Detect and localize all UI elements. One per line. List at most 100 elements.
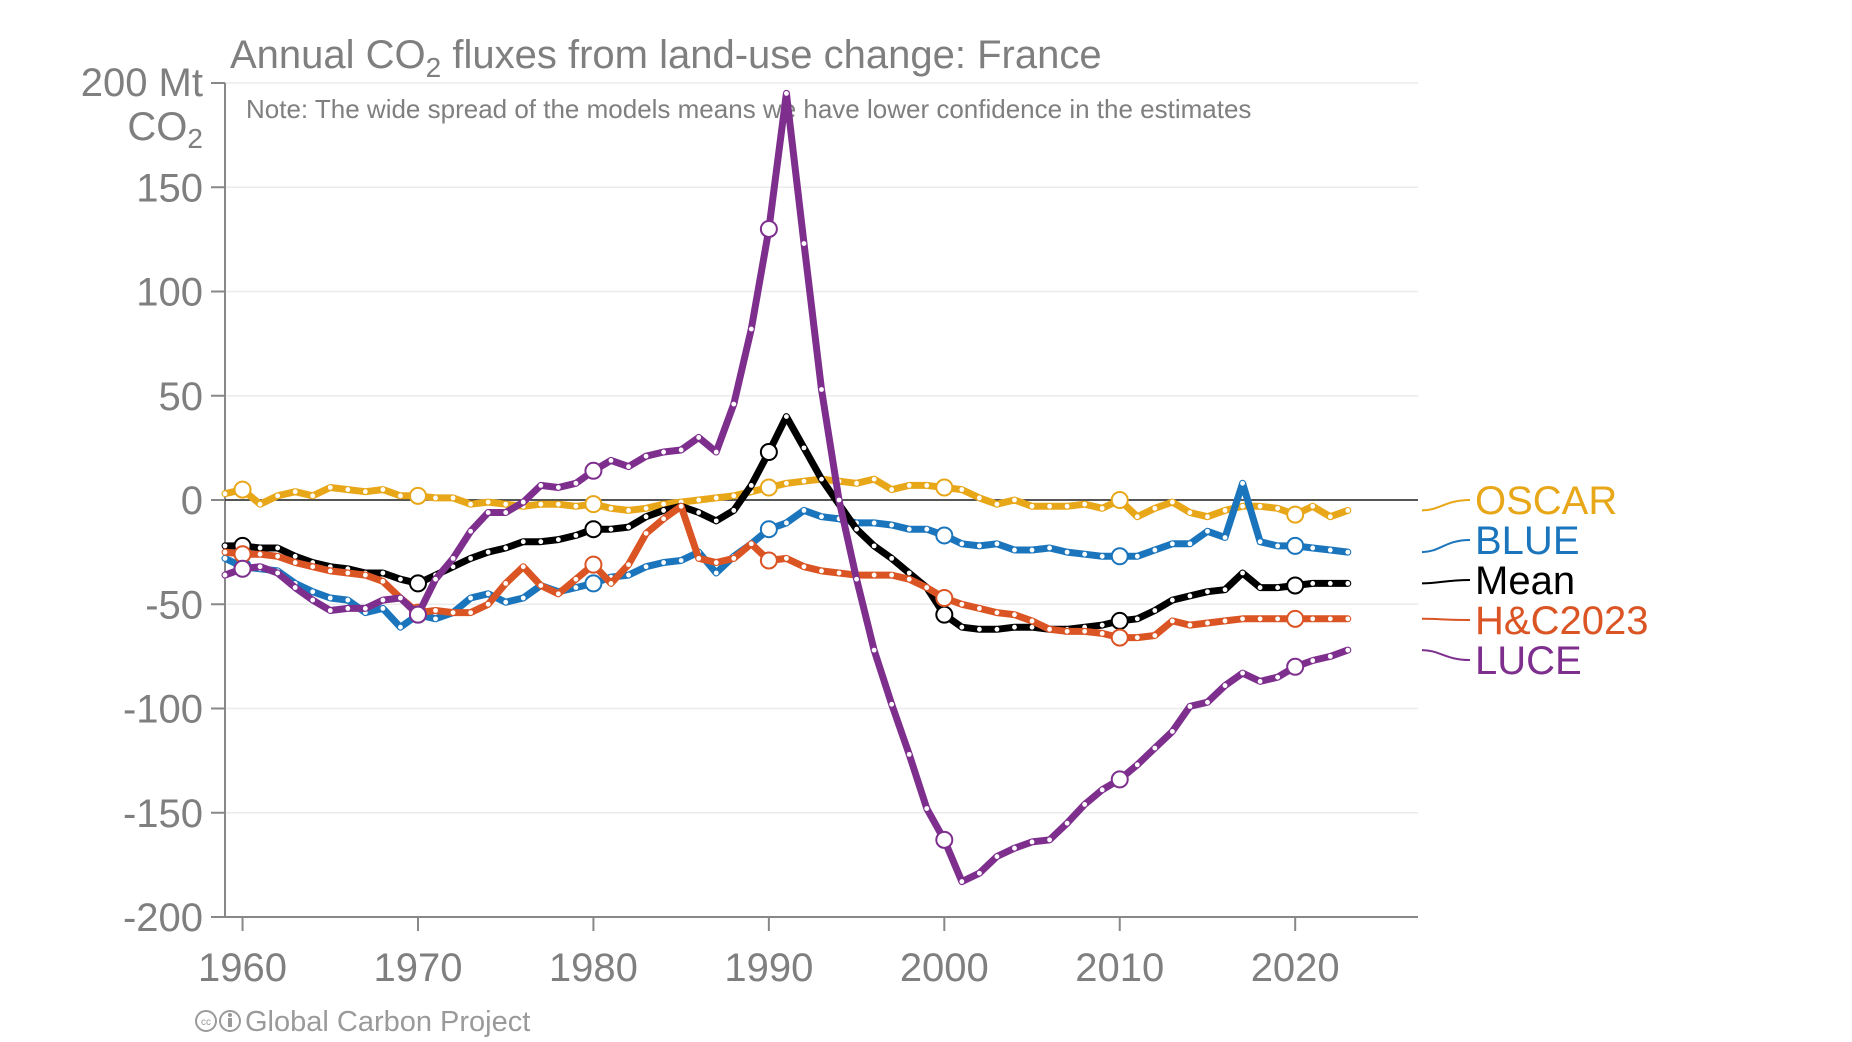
data-point <box>1275 505 1281 511</box>
data-point <box>222 555 228 561</box>
x-tick-label: 2010 <box>1075 946 1164 990</box>
decade-marker <box>935 830 954 849</box>
data-point <box>731 401 737 407</box>
data-point <box>1275 616 1281 622</box>
data-point <box>468 595 474 601</box>
data-point <box>801 564 807 570</box>
data-point <box>257 551 263 557</box>
data-point <box>626 524 631 530</box>
cc-icon-text: cc <box>201 1017 211 1028</box>
decade-marker <box>584 495 603 514</box>
decade-marker <box>1110 491 1129 509</box>
data-point <box>1099 553 1105 559</box>
data-point <box>1345 616 1351 622</box>
data-point <box>871 543 877 549</box>
decade-marker <box>584 461 603 480</box>
data-point <box>1047 626 1052 632</box>
data-point <box>1205 514 1210 520</box>
decade-marker <box>1110 547 1129 566</box>
attribution-icon <box>219 1010 241 1032</box>
data-point <box>362 606 368 611</box>
data-point <box>485 499 491 505</box>
data-point <box>310 493 316 499</box>
data-point <box>1345 549 1351 555</box>
chart-note: Note: The wide spread of the models mean… <box>246 94 1251 124</box>
data-point <box>643 453 649 459</box>
data-point <box>345 487 351 492</box>
data-point <box>678 503 684 509</box>
data-point <box>222 549 228 555</box>
series-lines <box>221 89 1352 886</box>
data-point <box>1345 581 1351 586</box>
data-point <box>222 572 228 578</box>
data-point <box>924 585 930 590</box>
y-tick-label: -50 <box>145 583 203 627</box>
y-tick-label: -100 <box>123 688 203 732</box>
data-point <box>1082 501 1088 507</box>
y-tick-label: 100 <box>136 271 203 315</box>
data-point <box>398 493 403 499</box>
data-point <box>819 476 824 482</box>
data-point <box>1257 585 1263 590</box>
data-point <box>731 508 737 513</box>
data-point <box>380 578 386 584</box>
data-point <box>450 610 456 615</box>
data-point <box>1012 624 1017 630</box>
y-tick-label: 0 <box>181 479 203 523</box>
data-point <box>959 879 965 884</box>
data-point <box>626 464 631 470</box>
data-point <box>713 518 719 524</box>
data-point <box>678 558 684 563</box>
data-point <box>503 501 509 507</box>
legend-connector <box>1421 499 1471 512</box>
data-point <box>994 541 1000 547</box>
data-point <box>468 610 474 615</box>
data-point <box>222 543 228 549</box>
data-point <box>380 597 386 603</box>
data-point <box>1240 503 1245 509</box>
legend-item: LUCE <box>1421 639 1582 683</box>
data-point <box>678 447 684 453</box>
decade-marker <box>584 574 603 593</box>
cc-icon <box>195 1010 217 1032</box>
data-point <box>784 480 789 486</box>
data-point <box>1029 503 1035 509</box>
data-point <box>1205 528 1210 534</box>
data-point <box>1327 653 1333 659</box>
data-point <box>1029 624 1035 630</box>
data-point <box>468 528 474 534</box>
data-point <box>1012 547 1017 553</box>
decade-marker <box>408 574 427 593</box>
grid-lines <box>225 82 1418 814</box>
data-point <box>801 241 807 246</box>
data-point <box>275 545 281 551</box>
data-point <box>275 493 281 499</box>
data-point <box>292 553 298 559</box>
y-tick-label: 50 <box>159 375 204 419</box>
decade-marker <box>1286 657 1305 676</box>
decade-marker <box>759 520 778 539</box>
data-point <box>1205 620 1210 626</box>
data-point <box>924 526 930 532</box>
data-point <box>327 568 333 574</box>
data-point <box>1327 547 1333 553</box>
data-point <box>1064 503 1070 509</box>
data-point <box>1134 635 1140 641</box>
data-point <box>573 576 579 582</box>
y-axis-unit-line1: 200 Mt <box>81 61 203 105</box>
data-point <box>643 564 649 570</box>
data-point <box>1222 535 1228 540</box>
data-point <box>1222 618 1228 624</box>
data-point <box>906 570 912 576</box>
data-point <box>257 501 263 507</box>
data-point <box>1327 616 1333 622</box>
data-point <box>345 570 351 576</box>
data-point <box>784 414 789 419</box>
data-point <box>1222 587 1228 593</box>
decade-marker <box>935 526 954 545</box>
data-point <box>1082 628 1088 634</box>
data-point <box>1205 589 1210 595</box>
data-point <box>784 520 789 526</box>
data-point <box>643 530 649 536</box>
